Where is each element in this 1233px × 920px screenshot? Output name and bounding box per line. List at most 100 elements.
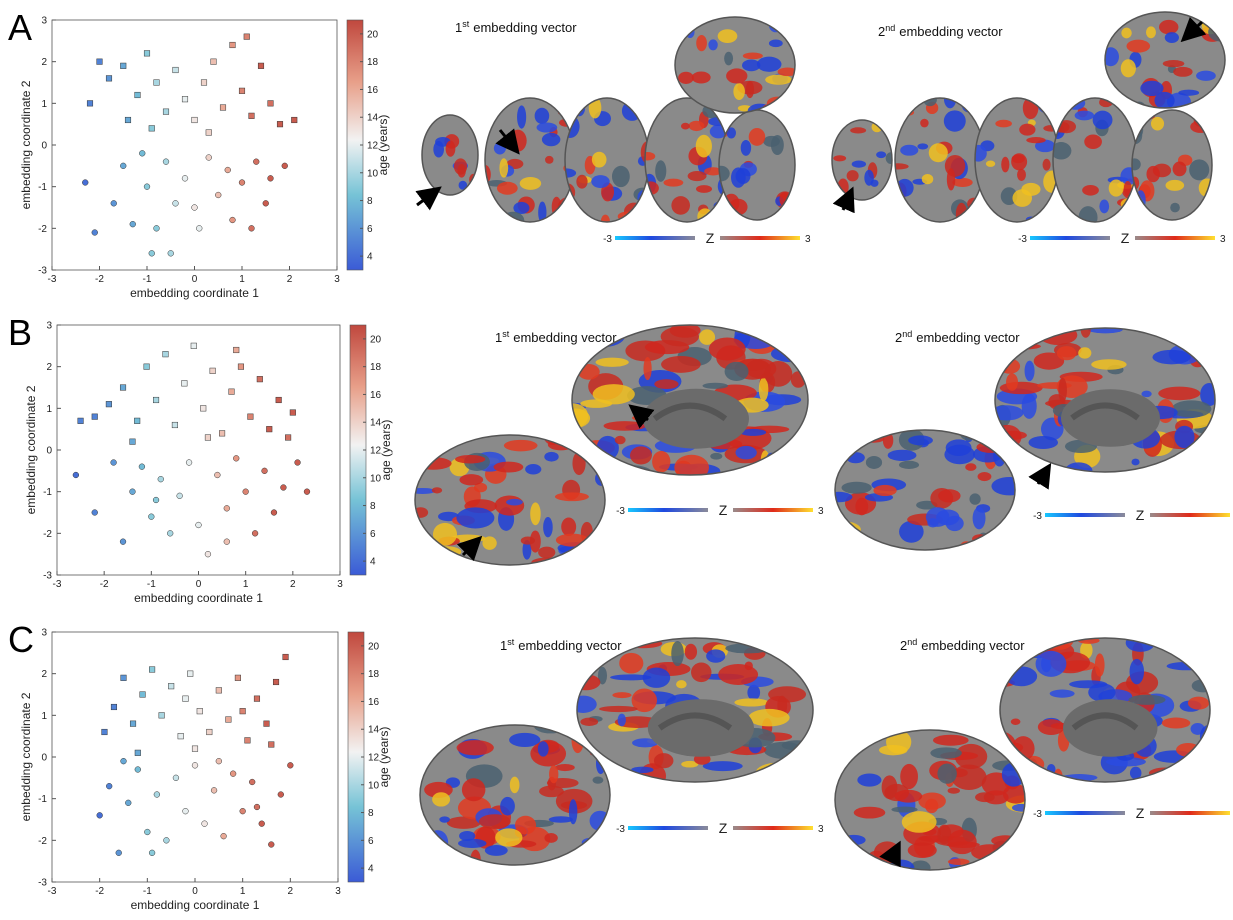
data-point	[106, 783, 112, 789]
data-point	[233, 347, 239, 353]
brain-blob	[973, 507, 986, 529]
brain-blob	[1130, 659, 1145, 684]
colorbar-tick-label: 4	[368, 864, 374, 875]
brain-blob	[1193, 765, 1221, 780]
brain-blob	[1200, 202, 1218, 216]
brain-blob	[593, 777, 604, 784]
brain	[556, 323, 819, 481]
vector-title-text: embedding vector	[518, 638, 622, 653]
data-point	[196, 522, 202, 528]
brain-blob	[580, 718, 598, 726]
z-label: Z	[1136, 507, 1145, 523]
brain-blob	[568, 654, 600, 663]
brain-blob	[960, 425, 977, 441]
brain-blob	[726, 68, 747, 83]
data-point	[277, 121, 283, 127]
data-point	[163, 109, 169, 115]
x-tick-label: 0	[196, 579, 202, 590]
brain-blob	[1162, 718, 1190, 729]
brain-blob	[747, 685, 760, 701]
data-point	[135, 92, 141, 98]
brain-blob	[718, 29, 738, 43]
brain-blob	[691, 662, 711, 682]
brain-blob	[426, 736, 435, 750]
brain-blob	[1075, 111, 1094, 121]
data-point	[144, 364, 150, 370]
y-tick-label: 1	[41, 99, 47, 110]
brain-blob	[944, 110, 966, 131]
brain-blob	[771, 638, 802, 651]
brain-blob	[439, 816, 450, 822]
data-point	[196, 225, 202, 231]
vector-ordinal: 1	[455, 20, 462, 35]
data-point	[200, 406, 206, 412]
brain-blob	[899, 461, 919, 469]
brain-blob	[973, 105, 982, 112]
data-point	[276, 397, 282, 403]
brain-blob	[876, 151, 886, 158]
y-tick-label: 0	[41, 753, 47, 764]
brain	[567, 635, 816, 789]
brain-blob	[779, 637, 815, 653]
brain-blob	[902, 811, 937, 833]
brain-blob	[592, 152, 607, 168]
brain-blob	[1099, 199, 1109, 213]
brain-blob	[1196, 71, 1216, 81]
brain-blob	[926, 507, 950, 527]
brain-blob	[1170, 203, 1180, 213]
brain-blob	[1036, 651, 1067, 677]
brain-blob	[847, 426, 857, 443]
brain-blob	[933, 735, 969, 746]
brain-blob	[1131, 459, 1139, 466]
colorbar-tick-label: 16	[370, 390, 382, 401]
x-tick-label: -1	[143, 274, 152, 285]
brain-blob	[937, 763, 956, 783]
brain-blob	[706, 649, 725, 662]
brain-blob	[1019, 124, 1035, 136]
brain-blob	[1146, 166, 1159, 182]
data-point	[273, 679, 279, 685]
brain-blob	[1183, 636, 1202, 653]
brain-blob	[652, 451, 670, 473]
brain-blob	[564, 111, 573, 119]
brain-blob	[946, 439, 972, 456]
brain-blob	[749, 128, 766, 146]
brain-blob	[1091, 359, 1126, 370]
brain-blob	[735, 446, 756, 460]
vector-title: 1stembedding vector	[455, 19, 577, 35]
brain-blob	[549, 765, 558, 783]
data-point	[295, 460, 301, 466]
brain-blob	[494, 462, 524, 473]
x-tick-label: 2	[287, 274, 293, 285]
data-point	[259, 821, 265, 827]
brain-blob	[918, 793, 945, 810]
data-point	[215, 192, 221, 198]
data-point	[168, 250, 174, 256]
data-point	[268, 742, 274, 748]
brain-blob	[774, 99, 791, 116]
brain	[820, 722, 1044, 877]
y-tick-label: -3	[43, 571, 52, 582]
z-colorbar-positive	[1150, 513, 1230, 517]
brain-blob	[1163, 60, 1185, 67]
data-point	[154, 225, 160, 231]
data-point	[271, 510, 277, 516]
z-label: Z	[719, 502, 728, 518]
brain-blob	[764, 361, 792, 387]
data-point	[191, 343, 197, 349]
z-colorbar-negative	[615, 236, 695, 240]
vector-ordinal: 1	[495, 330, 502, 345]
brain-blob	[1174, 764, 1215, 772]
data-point	[257, 376, 263, 382]
data-point	[226, 717, 232, 723]
brain-blob	[1121, 28, 1131, 39]
brain-blob	[938, 489, 960, 502]
brain-blob	[1141, 391, 1151, 398]
brain-blob	[499, 158, 508, 177]
brain-blob	[681, 123, 690, 130]
brain-blob	[917, 143, 928, 149]
brain-blob	[1146, 26, 1156, 38]
brain-blob	[535, 108, 550, 124]
vector-title: 1stembedding vector	[500, 637, 622, 653]
data-point	[211, 787, 217, 793]
